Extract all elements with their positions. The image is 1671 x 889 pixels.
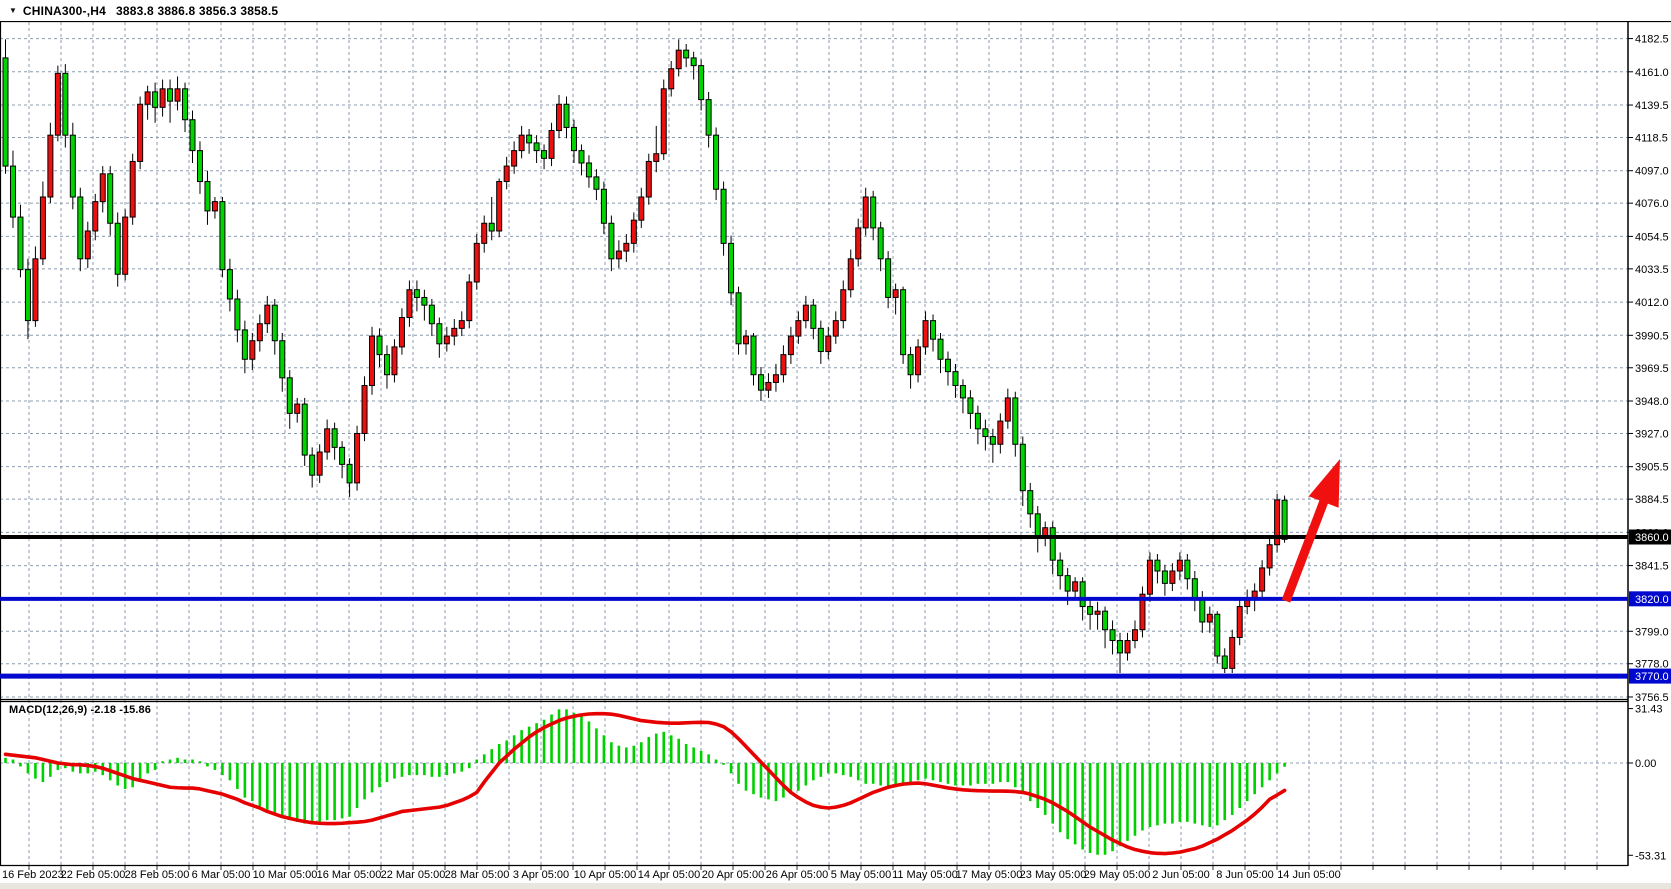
svg-text:4161.0: 4161.0: [1635, 67, 1669, 79]
svg-text:4012.0: 4012.0: [1635, 297, 1669, 309]
svg-text:4076.0: 4076.0: [1635, 198, 1669, 210]
svg-text:3927.0: 3927.0: [1635, 428, 1669, 440]
svg-text:4139.5: 4139.5: [1635, 100, 1669, 112]
svg-text:3770.0: 3770.0: [1635, 671, 1669, 683]
symbol-period-label: CHINA300-,H4: [22, 3, 107, 18]
svg-text:4033.5: 4033.5: [1635, 264, 1669, 276]
svg-text:3884.5: 3884.5: [1635, 494, 1669, 506]
svg-text:4054.5: 4054.5: [1635, 231, 1669, 243]
svg-text:23 May 05:00: 23 May 05:00: [1020, 869, 1087, 881]
svg-text:6 Mar 05:00: 6 Mar 05:00: [192, 869, 251, 881]
svg-text:28 Mar 05:00: 28 Mar 05:00: [445, 869, 510, 881]
svg-text:4097.0: 4097.0: [1635, 166, 1669, 178]
svg-text:3820.0: 3820.0: [1635, 594, 1669, 606]
svg-text:3841.5: 3841.5: [1635, 561, 1669, 573]
ohlc-values-label: 3883.8 3886.8 3856.3 3858.5: [116, 3, 279, 18]
svg-text:5 May 05:00: 5 May 05:00: [831, 869, 892, 881]
svg-text:4118.5: 4118.5: [1635, 132, 1668, 144]
svg-text:11 May 05:00: 11 May 05:00: [892, 869, 958, 881]
chart-title-bar: ▼ CHINA300-,H4 3883.8 3886.8 3856.3 3858…: [0, 0, 1671, 22]
svg-text:16 Mar 05:00: 16 Mar 05:00: [317, 869, 382, 881]
hline-3770.0[interactable]: 3770.0: [0, 668, 1671, 684]
svg-text:10 Mar 05:00: 10 Mar 05:00: [253, 869, 318, 881]
macd-axis-labels: 31.43 0.00 -53.31: [1628, 704, 1666, 862]
svg-text:3969.5: 3969.5: [1635, 363, 1669, 375]
macd-histogram: [4, 709, 1286, 855]
svg-text:10 Apr 05:00: 10 Apr 05:00: [574, 869, 636, 881]
macd-signal-line: [3, 711, 1287, 856]
svg-text:22 Mar 05:00: 22 Mar 05:00: [381, 869, 446, 881]
hline-3820.0[interactable]: 3820.0: [0, 591, 1671, 607]
svg-text:14 Apr 05:00: 14 Apr 05:00: [638, 869, 700, 881]
trend-arrow[interactable]: [1281, 459, 1340, 603]
svg-text:17 May 05:00: 17 May 05:00: [956, 869, 1023, 881]
svg-text:2 Jun 05:00: 2 Jun 05:00: [1152, 869, 1210, 881]
svg-text:4182.5: 4182.5: [1635, 34, 1669, 46]
vertical-gridlines: [28, 22, 1598, 866]
svg-text:14 Jun 05:00: 14 Jun 05:00: [1277, 869, 1341, 881]
svg-text:16 Feb 2023: 16 Feb 2023: [2, 869, 64, 881]
svg-text:3756.5: 3756.5: [1635, 692, 1669, 704]
svg-text:3799.0: 3799.0: [1635, 626, 1669, 638]
svg-text:3860.0: 3860.0: [1635, 532, 1669, 544]
svg-text:3990.5: 3990.5: [1635, 330, 1669, 342]
svg-text:22 Feb 05:00: 22 Feb 05:00: [61, 869, 126, 881]
svg-text:3948.0: 3948.0: [1635, 396, 1669, 408]
svg-text:3 Apr 05:00: 3 Apr 05:00: [513, 869, 569, 881]
svg-text:28 Feb 05:00: 28 Feb 05:00: [125, 869, 190, 881]
svg-text:26 Apr 05:00: 26 Apr 05:00: [766, 869, 828, 881]
symbol-dropdown-icon[interactable]: ▼: [9, 5, 17, 15]
svg-text:29 May 05:00: 29 May 05:00: [1084, 869, 1151, 881]
svg-text:3905.5: 3905.5: [1635, 462, 1669, 474]
macd-indicator-label: MACD(12,26,9) -2.18 -15.86: [9, 704, 151, 716]
chart-plot-area[interactable]: [0, 21, 1628, 866]
time-axis-tick-marks: [28, 866, 1598, 870]
svg-text:-53.31: -53.31: [1635, 850, 1666, 862]
hline-3860.0[interactable]: 3860.0: [0, 529, 1671, 545]
svg-text:3778.0: 3778.0: [1635, 659, 1669, 671]
window-bottom-edge: [0, 883, 1671, 889]
candlesticks: [2, 39, 1288, 674]
svg-text:0.00: 0.00: [1635, 758, 1656, 770]
svg-text:20 Apr 05:00: 20 Apr 05:00: [702, 869, 764, 881]
svg-text:8 Jun 05:00: 8 Jun 05:00: [1216, 869, 1274, 881]
svg-text:31.43: 31.43: [1635, 704, 1663, 716]
